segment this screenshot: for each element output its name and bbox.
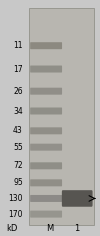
Text: 55: 55 — [13, 143, 23, 152]
FancyBboxPatch shape — [30, 66, 62, 72]
FancyBboxPatch shape — [30, 42, 62, 49]
FancyBboxPatch shape — [30, 195, 62, 202]
FancyBboxPatch shape — [30, 144, 62, 151]
Text: 170: 170 — [8, 210, 23, 219]
FancyBboxPatch shape — [30, 162, 62, 169]
Text: 43: 43 — [13, 126, 23, 135]
FancyBboxPatch shape — [62, 190, 93, 207]
FancyBboxPatch shape — [30, 88, 62, 95]
Text: 17: 17 — [13, 64, 23, 74]
FancyBboxPatch shape — [29, 8, 94, 225]
Text: M: M — [46, 224, 54, 233]
FancyBboxPatch shape — [30, 179, 62, 186]
Text: 130: 130 — [8, 194, 23, 203]
Text: 34: 34 — [13, 106, 23, 115]
FancyBboxPatch shape — [30, 127, 62, 134]
Text: kD: kD — [6, 224, 18, 233]
Text: 26: 26 — [13, 87, 23, 96]
Text: 1: 1 — [74, 224, 79, 233]
Text: 95: 95 — [13, 178, 23, 187]
FancyBboxPatch shape — [30, 108, 62, 114]
Text: 72: 72 — [13, 161, 23, 170]
Text: 11: 11 — [13, 41, 23, 50]
FancyBboxPatch shape — [30, 211, 62, 218]
